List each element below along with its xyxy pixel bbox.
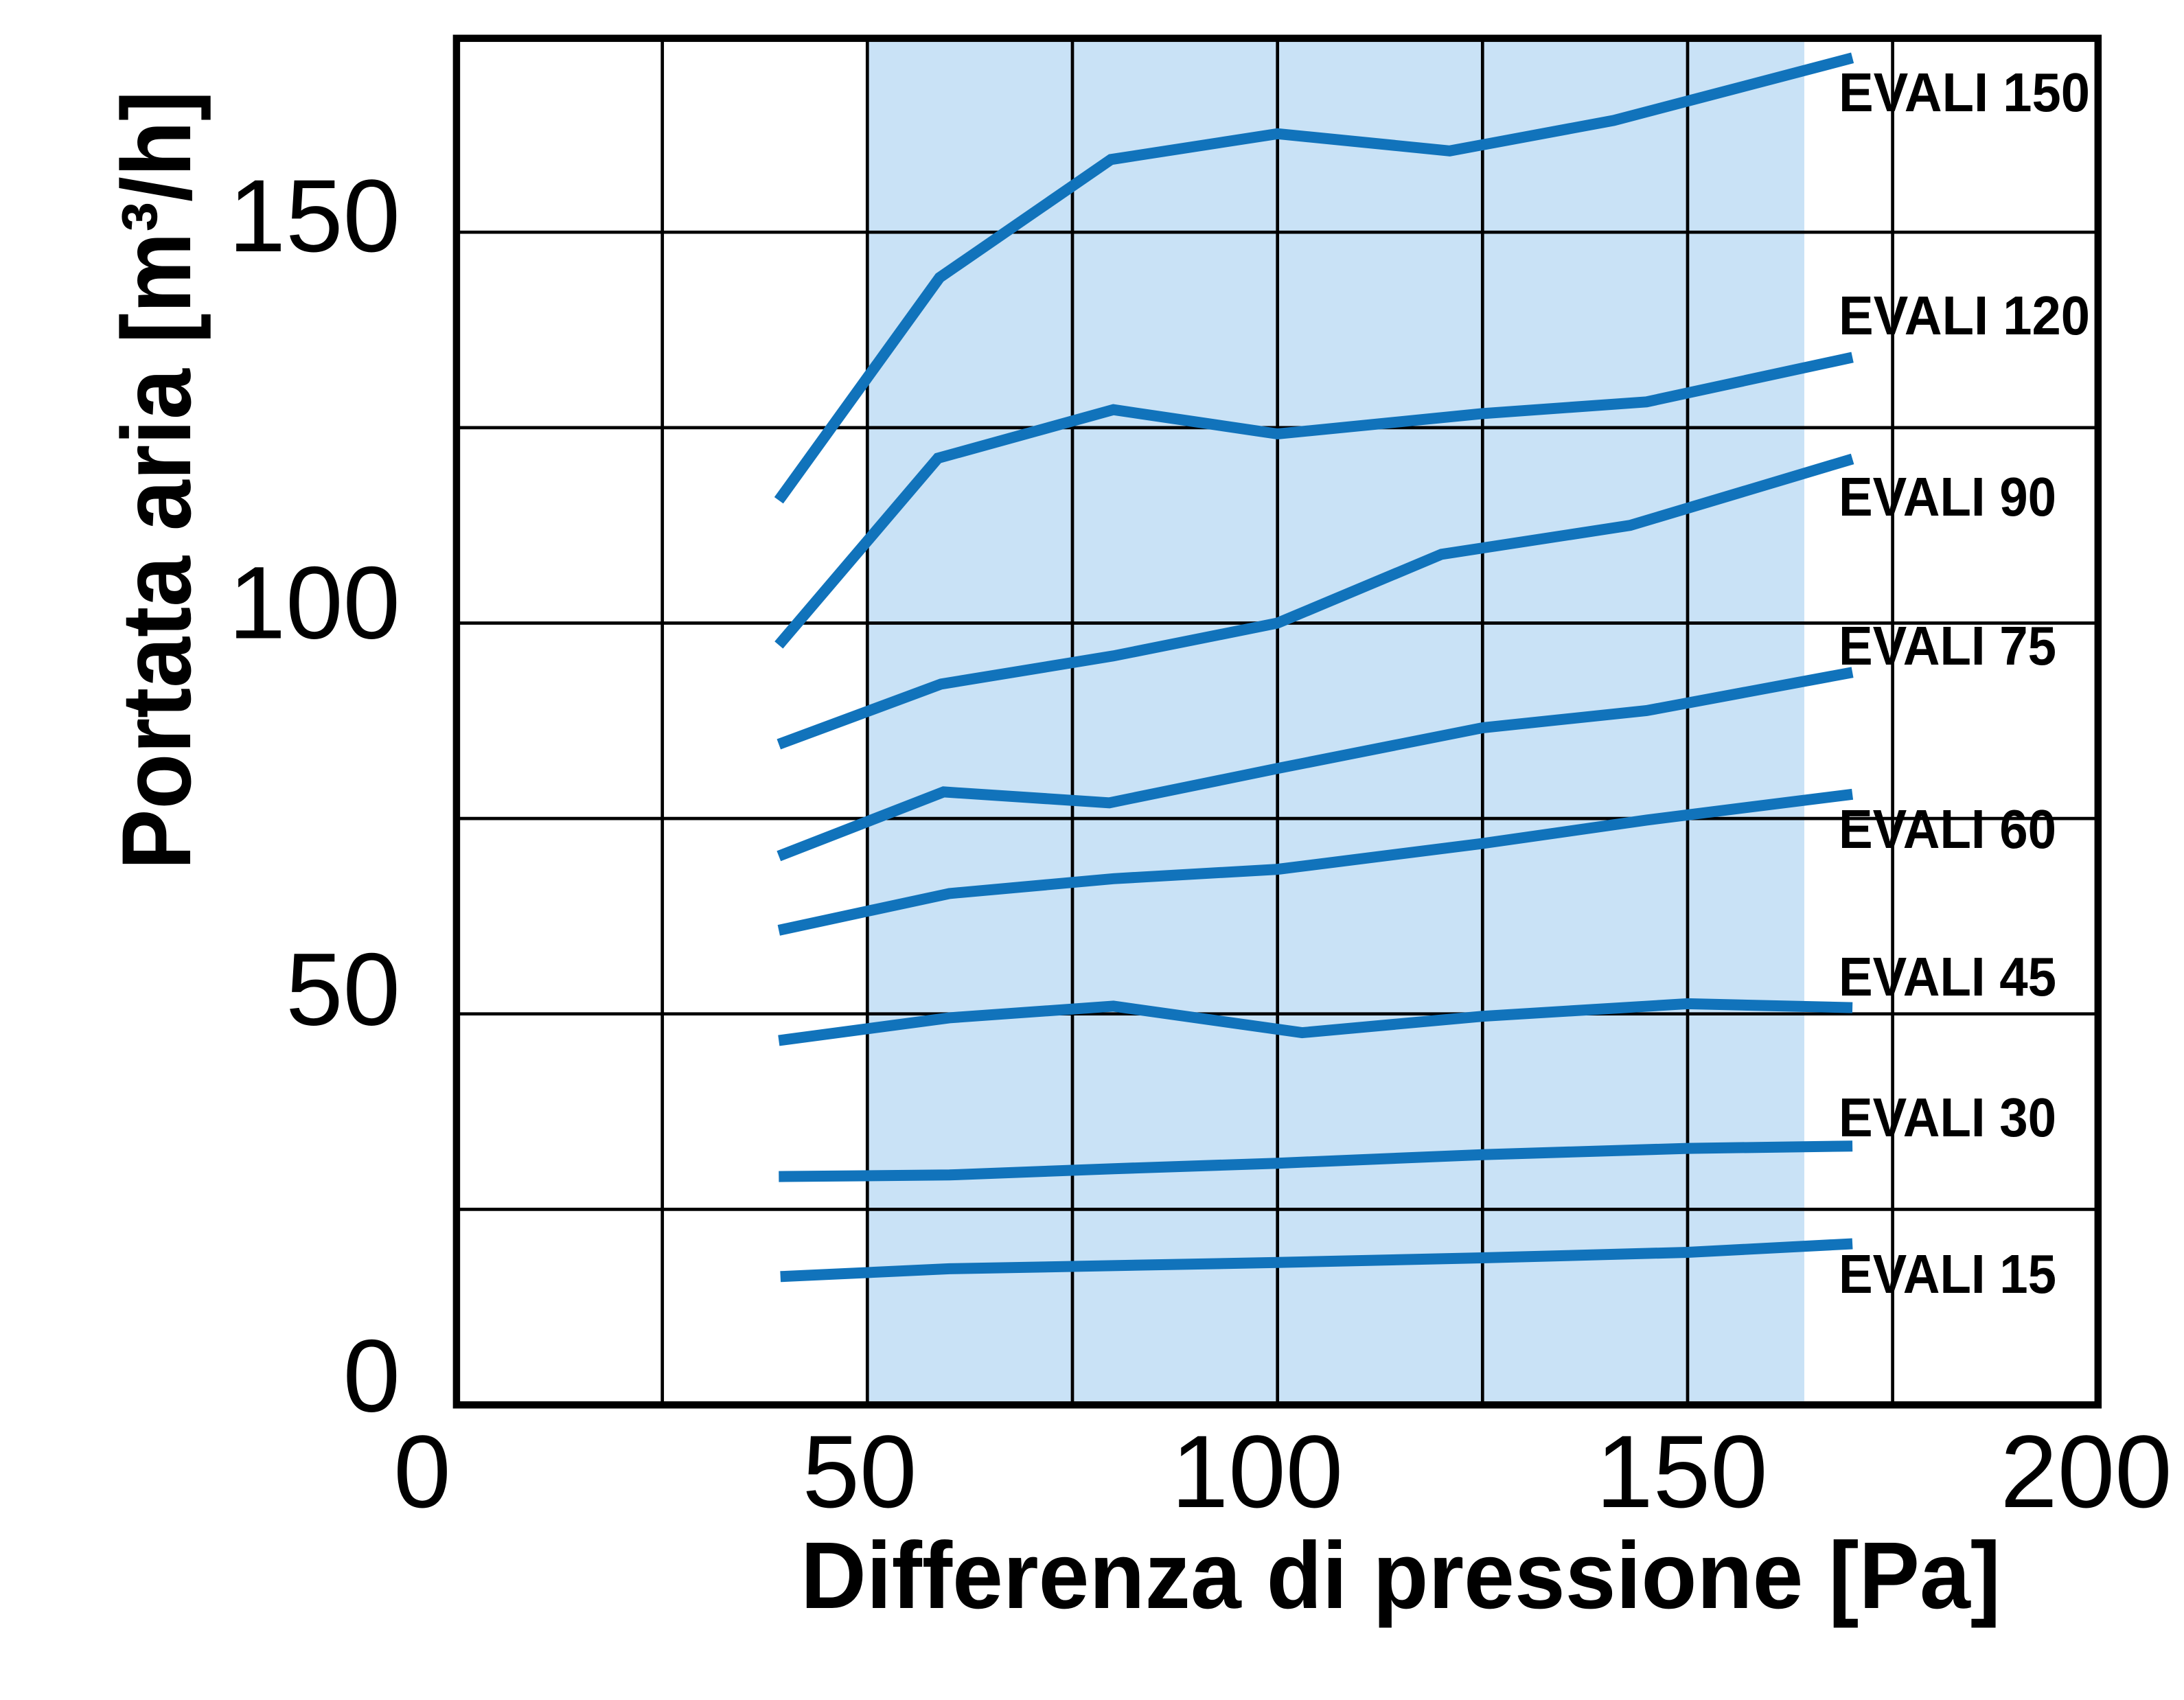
svg-text:EVALI 90: EVALI 90 [1839,466,2056,527]
svg-text:200: 200 [2000,1414,2172,1529]
svg-text:150: 150 [1596,1414,1767,1529]
svg-text:50: 50 [286,932,400,1047]
svg-text:100: 100 [1171,1414,1343,1529]
svg-text:Differenza di pressione [Pa]: Differenza di pressione [Pa] [801,1523,2001,1629]
svg-text:EVALI 30: EVALI 30 [1839,1087,2056,1148]
svg-text:Portata aria [m³/h]: Portata aria [m³/h] [102,91,211,870]
svg-text:0: 0 [343,1318,400,1434]
svg-text:EVALI 120: EVALI 120 [1839,285,2090,346]
svg-text:EVALI 15: EVALI 15 [1839,1243,2056,1305]
svg-text:150: 150 [229,158,400,273]
svg-text:EVALI 75: EVALI 75 [1839,615,2056,676]
svg-text:0: 0 [393,1414,450,1529]
svg-text:100: 100 [229,545,400,661]
svg-text:EVALI 45: EVALI 45 [1839,946,2056,1007]
svg-text:EVALI 60: EVALI 60 [1839,799,2056,860]
svg-text:50: 50 [803,1414,917,1529]
svg-text:EVALI 150: EVALI 150 [1839,62,2090,123]
